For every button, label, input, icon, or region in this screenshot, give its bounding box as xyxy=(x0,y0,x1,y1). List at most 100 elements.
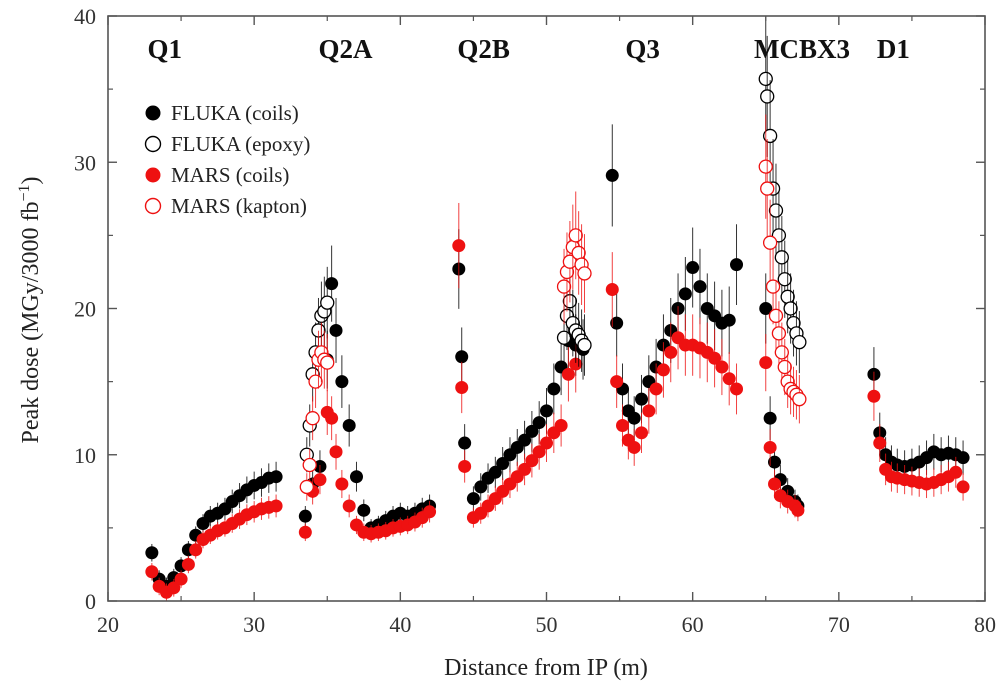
data-point xyxy=(783,301,798,316)
data-point xyxy=(722,313,736,327)
data-point xyxy=(768,455,782,469)
data-point xyxy=(325,411,339,425)
data-point xyxy=(792,392,807,407)
data-point xyxy=(765,279,781,294)
data-point xyxy=(269,499,283,513)
y-tick-label: 30 xyxy=(74,150,96,175)
x-tick-label: 40 xyxy=(389,612,411,637)
data-point xyxy=(269,470,283,484)
data-point xyxy=(791,503,805,517)
data-point xyxy=(678,287,692,301)
data-point xyxy=(540,404,553,418)
data-point xyxy=(759,356,773,370)
data-point xyxy=(730,258,744,272)
series-2 xyxy=(145,202,970,601)
data-point xyxy=(759,302,773,315)
data-point xyxy=(335,375,349,389)
x-tick-label: 30 xyxy=(243,612,265,637)
data-point xyxy=(763,440,777,454)
x-tick-label: 60 xyxy=(682,612,704,637)
data-point xyxy=(792,334,807,350)
data-point xyxy=(313,473,327,487)
data-point xyxy=(763,411,777,425)
y-axis-title-main: Peak dose (MGy/3000 fb xyxy=(18,202,44,444)
data-point xyxy=(780,289,795,304)
x-tick-label: 70 xyxy=(828,612,850,637)
data-point xyxy=(145,565,159,579)
y-tick-label: 10 xyxy=(74,443,96,468)
legend-marker xyxy=(144,135,162,153)
axis-ticks: 20 30 40 50 60 70 80 0 10 20 30 40 xyxy=(74,4,996,637)
series-1 xyxy=(299,16,807,473)
data-point xyxy=(760,89,775,104)
data-point xyxy=(715,360,729,374)
x-tick-label: 50 xyxy=(536,612,558,637)
data-point xyxy=(189,543,203,557)
data-point xyxy=(649,382,663,396)
data-point xyxy=(518,433,532,447)
data-point xyxy=(532,416,546,430)
data-point xyxy=(540,436,553,450)
data-point xyxy=(768,308,784,323)
data-point xyxy=(342,419,356,432)
data-point xyxy=(777,359,792,375)
data-point xyxy=(577,266,592,281)
data-point xyxy=(873,436,887,450)
data-point xyxy=(956,451,970,465)
data-point xyxy=(167,581,181,595)
data-point xyxy=(610,375,624,389)
data-point xyxy=(329,445,343,459)
data-point xyxy=(616,419,630,432)
data-point xyxy=(532,445,546,459)
y-axis-title: Peak dose (MGy/3000 fb−1) xyxy=(16,177,44,444)
data-point xyxy=(605,282,619,296)
magnet-label: Q1 xyxy=(147,34,182,64)
y-tick-label: 40 xyxy=(74,4,96,29)
data-point xyxy=(496,457,510,471)
y-tick-label: 0 xyxy=(85,589,96,614)
data-point xyxy=(693,280,707,294)
data-point xyxy=(452,239,466,253)
data-point xyxy=(627,440,641,454)
x-axis-title: Distance from IP (m) xyxy=(444,655,648,681)
data-point xyxy=(455,350,469,364)
legend-marker xyxy=(145,105,161,121)
magnet-label: MCBX3 xyxy=(754,34,850,64)
data-point xyxy=(335,477,349,491)
data-point xyxy=(758,159,773,174)
data-point xyxy=(758,71,773,87)
y-axis-title-close: ) xyxy=(18,177,44,185)
data-point xyxy=(525,424,539,438)
magnet-label: D1 xyxy=(877,34,910,64)
data-point xyxy=(867,389,881,403)
data-point xyxy=(325,277,339,291)
data-point xyxy=(774,250,789,265)
legend-label: MARS (kapton) xyxy=(171,194,307,218)
legend-marker xyxy=(145,167,161,183)
x-tick-label: 20 xyxy=(97,612,119,637)
data-point xyxy=(686,261,700,275)
data-point xyxy=(298,525,312,539)
data-point xyxy=(181,557,195,571)
data-point xyxy=(610,316,624,330)
data-point xyxy=(605,168,619,182)
data-point xyxy=(174,572,188,586)
data-point xyxy=(455,380,469,394)
data-point xyxy=(349,470,363,484)
data-point xyxy=(561,367,575,381)
legend-label: MARS (coils) xyxy=(171,163,289,187)
data-point xyxy=(556,279,572,294)
data-point xyxy=(956,480,970,494)
data-point xyxy=(518,462,532,476)
data-point xyxy=(577,337,592,353)
data-point xyxy=(423,505,437,519)
legend-label: FLUKA (epoxy) xyxy=(171,132,310,156)
data-point xyxy=(302,457,317,473)
data-point xyxy=(474,480,488,494)
data-point xyxy=(329,323,343,337)
legend: FLUKA (coils) FLUKA (epoxy) MARS (coils) MA… xyxy=(144,101,310,218)
data-point xyxy=(547,382,561,396)
data-point xyxy=(635,392,649,406)
data-point xyxy=(308,374,323,389)
